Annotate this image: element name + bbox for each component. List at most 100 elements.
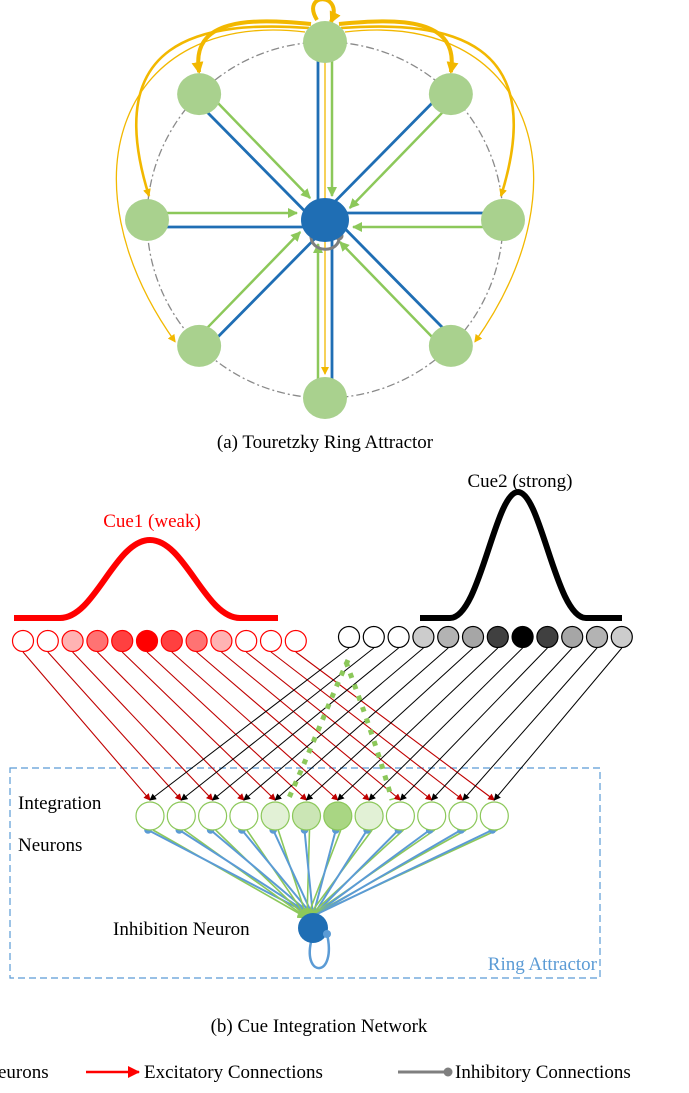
cue2-neuron-3 xyxy=(412,625,435,649)
integration-neuron-3 xyxy=(229,801,259,831)
cue1-neuron-0 xyxy=(11,629,35,653)
cue1-gaussian-curve xyxy=(14,536,278,621)
inhibition-to-integration-8 xyxy=(312,829,400,917)
cue2-neuron-9 xyxy=(561,625,584,649)
cue1-connection-2 xyxy=(72,651,214,801)
ring-neuron-7 xyxy=(177,73,222,116)
cue2-connection-11 xyxy=(493,647,623,801)
cue1-connection-4 xyxy=(121,651,276,801)
cue1-neuron-8 xyxy=(210,629,233,653)
excitatory-to-third-left xyxy=(115,29,306,343)
integration-neuron-2 xyxy=(198,801,228,831)
caption-b: (b) Cue Integration Network xyxy=(211,1016,428,1037)
integration-neuron-4 xyxy=(260,801,290,831)
ring-neuron-3 xyxy=(428,324,473,367)
cue1-neuron-4 xyxy=(111,629,134,653)
cue2-connection-8 xyxy=(399,647,548,801)
excitatory-spoke-1 xyxy=(348,110,444,209)
cue2-neuron-2 xyxy=(387,625,410,649)
cue2-label: Cue2 (strong) xyxy=(467,471,572,492)
inhibitory-spoke-7 xyxy=(203,108,307,214)
cue1-connection-6 xyxy=(171,651,339,801)
inhibitory-spoke-3 xyxy=(343,226,447,332)
integration-neuron-5 xyxy=(291,801,322,831)
integration-neuron-1 xyxy=(166,801,196,831)
network-connections xyxy=(22,647,623,970)
excitatory-to-second-right xyxy=(340,25,515,197)
excitatory-spoke-5 xyxy=(206,231,302,330)
ring-neuron-6 xyxy=(125,199,169,241)
cue1-neuron-6 xyxy=(160,629,183,653)
cue1-neuron-7 xyxy=(185,629,208,653)
integration-neurons-label-line2: Neurons xyxy=(18,835,82,856)
integration-neuron-10 xyxy=(448,801,478,831)
cue-integration-network xyxy=(11,625,633,970)
caption-a: (a) Touretzky Ring Attractor xyxy=(217,432,434,453)
legend-inhibitory-dot xyxy=(443,1067,453,1077)
integration-to-inhibition-0 xyxy=(152,829,308,919)
cue2-connection-6 xyxy=(337,647,499,801)
ring-neurons xyxy=(125,21,525,419)
legend-excitatory-label: Excitatory Connections xyxy=(144,1062,323,1083)
cue2-neuron-8 xyxy=(536,625,559,649)
inhibition-neuron-label: Inhibition Neuron xyxy=(113,919,250,940)
inhibition-to-integration-9 xyxy=(312,829,431,917)
inhibition-to-integration-6 xyxy=(312,829,337,917)
excitatory-spoke-3 xyxy=(338,241,435,339)
cue2-neuron-4 xyxy=(437,625,460,649)
cue1-connection-10 xyxy=(270,651,464,801)
ring-neuron-4 xyxy=(303,377,347,419)
cue2-neuron-7 xyxy=(511,625,534,649)
legend: eurons Excitatory Connections Inhibitory… xyxy=(0,1062,631,1083)
excitatory-to-neighbour-left xyxy=(191,19,312,75)
integration-to-inhibition-1 xyxy=(183,829,308,919)
inhibitory-spoke-1 xyxy=(333,98,438,204)
self-excitation-loop xyxy=(311,0,341,24)
inhibition-neuron xyxy=(298,913,328,943)
integration-neuron-8 xyxy=(385,801,415,831)
legend-neurons-label: eurons xyxy=(0,1062,49,1083)
cue1-connection-9 xyxy=(245,651,433,801)
excitatory-to-second-left xyxy=(135,25,310,197)
cue1-neuron-2 xyxy=(61,629,84,653)
cue2-connection-9 xyxy=(431,647,573,801)
cue2-connection-5 xyxy=(305,647,474,801)
cue1-neuron-5 xyxy=(135,629,159,653)
excitatory-spoke-7 xyxy=(215,101,312,199)
cue2-connection-7 xyxy=(368,647,523,801)
cue1-connection-7 xyxy=(196,651,370,801)
excitatory-to-neighbour-right xyxy=(338,19,459,75)
integration-neuron-11 xyxy=(479,801,509,831)
shift-dotted-left xyxy=(285,658,351,802)
integration-neurons-label-line1: Integration xyxy=(18,793,102,814)
inhibition-to-integration-0 xyxy=(147,829,314,917)
inhibition-to-integration-7 xyxy=(312,829,368,917)
cue2-gaussian-curve xyxy=(420,488,622,621)
cue1-label: Cue1 (weak) xyxy=(103,511,201,532)
inhibition-to-integration-5 xyxy=(303,829,314,917)
cue1-neuron-11 xyxy=(284,629,307,653)
ring-neuron-2 xyxy=(481,199,525,241)
cue1-connection-0 xyxy=(22,651,151,801)
inhibitory-spoke-5 xyxy=(212,236,317,342)
ring-attractor-label: Ring Attractor xyxy=(488,954,598,975)
cue1-connection-11 xyxy=(295,651,496,801)
inhibition-self-loop xyxy=(308,933,330,970)
cue2-neuron-5 xyxy=(461,625,485,649)
central-inhibition-neuron xyxy=(301,198,349,242)
integration-to-inhibition-3 xyxy=(246,829,308,919)
cue2-connection-1 xyxy=(180,647,375,801)
integration-neuron-0 xyxy=(135,801,165,831)
integration-neuron-9 xyxy=(417,801,447,831)
ring-neuron-1 xyxy=(428,73,473,116)
cue2-neuron-11 xyxy=(610,625,633,649)
cue1-connection-5 xyxy=(146,651,308,801)
cue1-connection-8 xyxy=(221,651,402,801)
excitatory-to-third-right xyxy=(344,29,535,343)
cue2-connection-2 xyxy=(211,647,399,801)
cue1-neuron-10 xyxy=(259,629,283,653)
inhibition-neuron-terminal xyxy=(323,930,331,938)
integration-neuron-6 xyxy=(323,801,353,831)
ring-neuron-5 xyxy=(177,324,222,367)
